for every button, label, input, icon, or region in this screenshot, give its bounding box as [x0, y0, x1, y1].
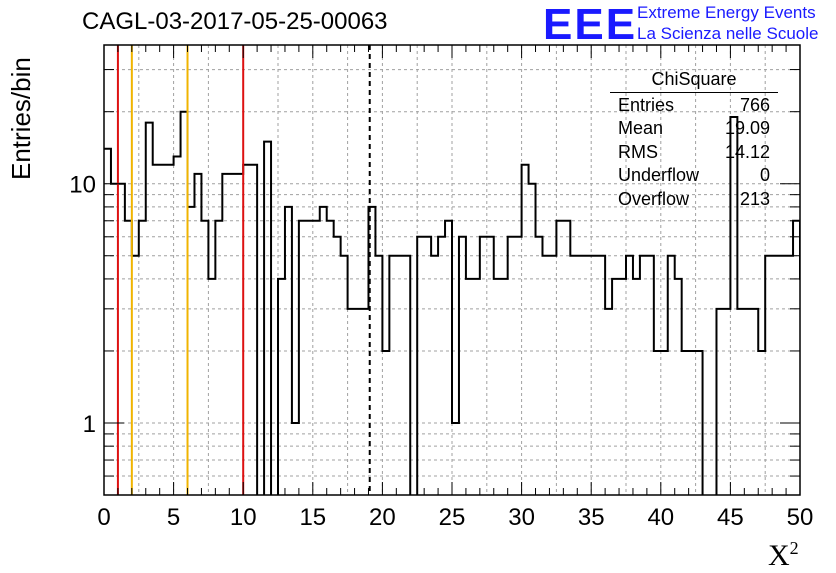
stats-value: 766 — [739, 94, 770, 115]
plot-title: CAGL-03-2017-05-25-00063 — [82, 8, 388, 35]
x-tick-label: 5 — [167, 504, 180, 531]
x-tick-label: 40 — [647, 504, 674, 531]
y-axis-label: Entries/bin — [6, 57, 36, 180]
stats-value: 14.12 — [724, 141, 770, 162]
brand-text: Extreme Energy Events La Scienza nelle S… — [637, 2, 818, 44]
stats-row-underflow: Underflow 0 — [610, 164, 778, 188]
stats-row-entries: Entries 766 — [610, 94, 778, 118]
histogram-line — [104, 110, 800, 495]
x-axis-label: X2 — [768, 538, 799, 573]
x-tick-label: 25 — [439, 504, 466, 531]
brand-line-1: Extreme Energy Events — [637, 3, 816, 22]
stats-row-mean: Mean 19.09 — [610, 117, 778, 141]
stats-title: ChiSquare — [610, 68, 778, 93]
stats-value: 0 — [759, 165, 770, 185]
x-tick-label: 20 — [369, 504, 396, 531]
stats-box: ChiSquare Entries 766 Mean 19.09 RMS 14.12 … — [610, 68, 778, 211]
x-tick-label: 30 — [508, 504, 535, 531]
x-axis-label-exponent: 2 — [789, 538, 799, 558]
x-tick-label: 50 — [787, 504, 814, 531]
x-tick-label: 10 — [230, 504, 257, 531]
stats-label: RMS — [618, 141, 658, 162]
stats-label: Underflow — [618, 165, 700, 185]
x-tick-label: 15 — [299, 504, 326, 531]
x-tick-label: 0 — [97, 504, 110, 531]
stats-row-overflow: Overflow 213 — [610, 188, 778, 212]
stats-value: 19.09 — [724, 118, 770, 138]
eee-logo: EEE — [543, 0, 638, 49]
brand-line-2: La Scienza nelle Scuole — [637, 24, 819, 43]
y-tick-label: 10 — [69, 172, 96, 199]
stats-label: Mean — [618, 118, 664, 138]
stats-row-rms: RMS 14.12 — [610, 141, 778, 165]
stats-label: Overflow — [618, 188, 690, 209]
x-axis-label-base: X — [768, 539, 790, 572]
stats-value: 213 — [739, 188, 770, 209]
x-tick-label: 35 — [578, 504, 605, 531]
y-tick-label: 1 — [83, 411, 96, 438]
x-tick-label: 45 — [717, 504, 744, 531]
stats-label: Entries — [618, 94, 675, 115]
